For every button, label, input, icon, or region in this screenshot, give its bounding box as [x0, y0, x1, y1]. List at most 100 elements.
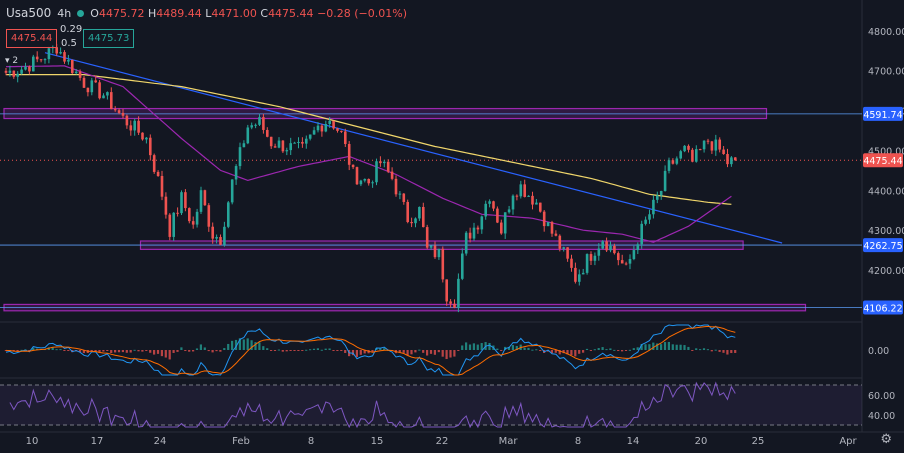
- macd-histogram-bar: [184, 350, 187, 351]
- candle: [219, 236, 222, 245]
- macd-histogram-bar: [153, 350, 156, 355]
- candle: [110, 92, 113, 110]
- time-tick-label: Apr: [839, 436, 857, 447]
- market-status-icon: [77, 9, 85, 17]
- macd-histogram-bar: [500, 350, 503, 351]
- candle: [149, 137, 152, 156]
- candle: [550, 222, 554, 234]
- price-axis-label: 4262.75: [863, 241, 902, 252]
- candle: [152, 155, 156, 172]
- candle: [648, 214, 651, 220]
- sell-button[interactable]: 4475.44: [6, 29, 58, 48]
- candle: [437, 248, 441, 258]
- macd-histogram-bar: [585, 348, 589, 350]
- candle: [730, 157, 733, 165]
- candle: [98, 82, 101, 99]
- macd-histogram-bar: [363, 350, 366, 354]
- macd-histogram-bar: [383, 348, 386, 350]
- macd-histogram-bar: [496, 348, 499, 350]
- candle: [554, 233, 558, 236]
- macd-histogram-bar: [531, 349, 534, 351]
- macd-histogram-bar: [710, 350, 713, 352]
- candle: [527, 195, 530, 197]
- candle: [129, 125, 133, 131]
- candle: [90, 80, 94, 93]
- candle: [574, 267, 577, 282]
- candle: [188, 208, 191, 222]
- candle: [262, 117, 265, 130]
- candle: [351, 164, 355, 168]
- candle: [531, 195, 534, 205]
- candle: [176, 212, 179, 214]
- macd-histogram-bar: [706, 349, 709, 351]
- spread-top: 0.29: [60, 24, 83, 35]
- candle: [113, 109, 117, 111]
- indicators-toggle[interactable]: ▾ 2: [5, 56, 19, 66]
- time-tick-label: 20: [695, 436, 708, 447]
- macd-histogram-bar: [734, 350, 737, 353]
- candles-group: [4, 43, 737, 313]
- candle: [383, 161, 386, 164]
- candle: [375, 161, 378, 183]
- macd-histogram-bar: [667, 341, 670, 350]
- moving-average-fast: [5, 65, 732, 243]
- candle: [457, 278, 460, 308]
- macd-histogram-bar: [558, 350, 561, 355]
- macd-histogram-bar: [449, 350, 452, 358]
- candle: [273, 146, 277, 148]
- candle: [203, 190, 207, 206]
- macd-histogram-bar: [110, 350, 113, 354]
- macd-histogram-bar: [149, 350, 152, 353]
- macd-histogram-bar: [145, 350, 148, 351]
- candle: [55, 47, 58, 54]
- candle: [269, 136, 273, 147]
- macd-histogram-bar: [640, 344, 643, 350]
- candle: [156, 171, 160, 177]
- symbol-name[interactable]: Usa500: [6, 6, 52, 20]
- candle: [379, 161, 382, 164]
- macd-histogram-bar: [429, 350, 433, 354]
- candle: [519, 184, 523, 197]
- macd-histogram-bar: [671, 344, 674, 350]
- macd-histogram-bar: [691, 350, 694, 351]
- macd-histogram-bar: [562, 350, 565, 354]
- candle: [472, 227, 476, 239]
- candle: [570, 258, 573, 268]
- candle: [78, 71, 82, 78]
- candle: [656, 195, 659, 200]
- candle: [659, 190, 663, 196]
- macd-histogram-bar: [461, 345, 464, 350]
- macd-histogram-bar: [316, 348, 319, 350]
- macd-histogram-bar: [203, 347, 206, 350]
- macd-histogram-bar: [453, 350, 456, 357]
- macd-histogram-bar: [546, 350, 550, 352]
- interval-label[interactable]: 4h: [57, 6, 72, 20]
- macd-histogram-bar: [137, 350, 140, 352]
- candle: [698, 149, 702, 151]
- buy-button[interactable]: 4475.73: [83, 29, 135, 48]
- candle: [254, 124, 257, 126]
- settings-gear-icon[interactable]: ⚙: [880, 432, 892, 447]
- macd-histogram-bar: [270, 350, 273, 351]
- candle: [652, 199, 655, 215]
- macd-histogram-bar: [414, 350, 417, 353]
- macd-histogram-bar: [488, 342, 491, 350]
- candle: [718, 139, 721, 150]
- price-axis-bg: [862, 0, 904, 453]
- candle: [297, 141, 300, 143]
- candle: [234, 166, 238, 180]
- time-tick-label: 14: [627, 436, 640, 447]
- macd-histogram-bar: [32, 347, 35, 350]
- candle: [20, 69, 23, 74]
- macd-histogram-bar: [67, 350, 70, 351]
- macd-histogram-bar: [94, 350, 97, 351]
- candle: [418, 206, 421, 219]
- candle: [562, 247, 565, 249]
- macd-histogram-bar: [379, 348, 382, 350]
- macd-histogram-bar: [476, 344, 479, 350]
- macd-histogram-bar: [714, 349, 717, 351]
- time-tick-label: 15: [371, 436, 384, 447]
- macd-line: [5, 324, 736, 376]
- candle: [414, 218, 417, 224]
